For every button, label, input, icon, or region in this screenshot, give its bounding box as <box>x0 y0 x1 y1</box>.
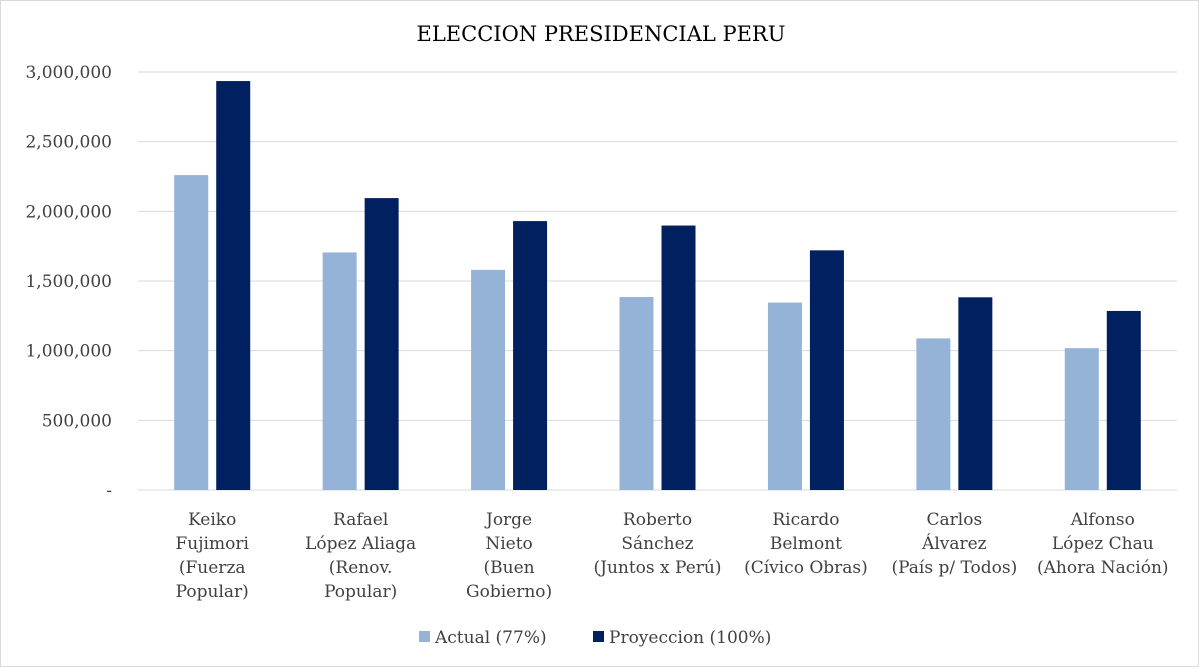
y-axis-ticks: - 500,000 1,000,000 1,500,000 2,000,000 2,500… <box>25 63 112 501</box>
x-category-label-line: Roberto <box>623 510 692 530</box>
bar-actual <box>619 297 654 490</box>
y-tick-label: - <box>106 481 112 501</box>
bar-actual <box>1064 348 1099 490</box>
x-category-label-line: Ricardo <box>772 510 839 530</box>
bar-proyeccion <box>364 198 399 490</box>
x-category-label: Rafael López Aliaga (Renov. Popular) <box>305 510 416 602</box>
x-category-label-line: Sánchez <box>621 534 693 554</box>
x-category-label-line: (Cívico Obras) <box>744 558 868 578</box>
legend-label: Actual (77%) <box>434 628 547 648</box>
x-category-label-line: Popular) <box>324 582 397 602</box>
bar-proyeccion <box>661 225 696 490</box>
x-category-label: Jorge Nieto (Buen Gobierno) <box>466 510 552 602</box>
legend-swatch <box>593 631 604 642</box>
x-axis-category-labels: Keiko Fujimori (Fuerza Popular) Rafael López … <box>176 510 1169 602</box>
bar-proyeccion <box>216 81 251 490</box>
x-category-label-line: Popular) <box>176 582 249 602</box>
bar-proyeccion <box>513 221 548 490</box>
x-category-label-line: López Aliaga <box>305 534 416 554</box>
x-category-label-line: Jorge <box>484 510 532 530</box>
x-category-label-line: Fujimori <box>176 534 250 554</box>
bar-proyeccion <box>1106 310 1141 490</box>
y-tick-label: 1,500,000 <box>25 272 112 292</box>
x-category-label-line: (Buen <box>484 558 535 578</box>
legend-swatch <box>419 631 430 642</box>
chart-title: ELECCION PRESIDENCIAL PERU <box>417 22 786 46</box>
y-tick-label: 2,500,000 <box>25 133 112 153</box>
x-category-label: Carlos Álvarez (País p/ Todos) <box>891 510 1017 578</box>
bar-actual <box>471 269 506 490</box>
legend: Actual (77%) Proyeccion (100%) <box>419 628 771 648</box>
legend-label: Proyeccion (100%) <box>609 628 771 648</box>
x-category-label-line: Alfonso <box>1070 510 1135 530</box>
x-category-label: Roberto Sánchez (Juntos x Perú) <box>594 510 722 578</box>
y-tick-label: 2,000,000 <box>25 202 112 222</box>
x-category-label-line: Belmont <box>770 534 842 554</box>
y-tick-label: 500,000 <box>42 411 112 431</box>
bars <box>174 81 1141 490</box>
gridlines <box>138 71 1177 491</box>
y-tick-label: 3,000,000 <box>25 63 112 83</box>
x-category-label-line: Carlos <box>927 510 983 530</box>
bar-actual <box>174 175 209 490</box>
bar-proyeccion <box>958 297 993 490</box>
bar-actual <box>916 338 951 490</box>
x-category-label: Keiko Fujimori (Fuerza Popular) <box>176 510 250 602</box>
x-category-label-line: (País p/ Todos) <box>891 558 1017 578</box>
x-category-label-line: (Ahora Nación) <box>1037 558 1169 578</box>
x-category-label-line: Gobierno) <box>466 582 552 602</box>
bar-actual <box>767 302 802 490</box>
bar-proyeccion <box>809 250 844 490</box>
x-category-label-line: Rafael <box>333 510 388 530</box>
x-category-label: Ricardo Belmont (Cívico Obras) <box>744 510 868 578</box>
bar-actual <box>322 252 357 490</box>
x-category-label: Alfonso López Chau (Ahora Nación) <box>1037 510 1169 578</box>
x-category-label-line: (Renov. <box>329 558 393 578</box>
x-category-label-line: (Juntos x Perú) <box>594 558 722 578</box>
y-tick-label: 1,000,000 <box>25 342 112 362</box>
x-category-label-line: López Chau <box>1052 534 1154 554</box>
x-category-label-line: Nieto <box>485 534 532 554</box>
x-category-label-line: (Fuerza <box>179 558 246 578</box>
x-category-label-line: Álvarez <box>921 533 987 554</box>
x-category-label-line: Keiko <box>188 510 236 530</box>
